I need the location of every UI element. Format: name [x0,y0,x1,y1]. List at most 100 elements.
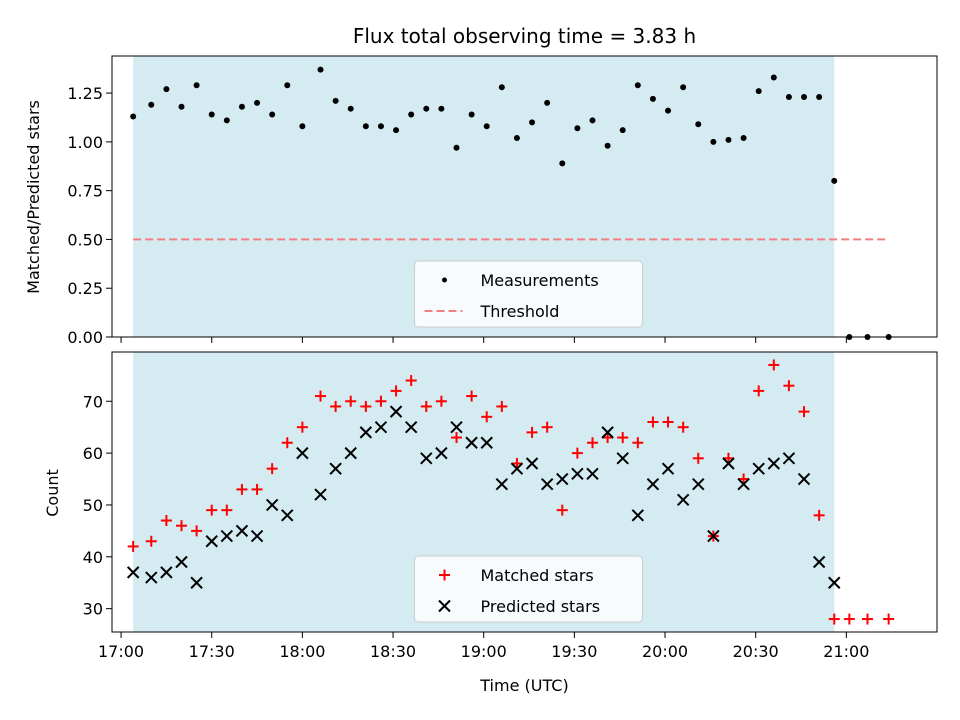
data-point [468,111,475,118]
y-tick-label: 70 [83,392,103,411]
data-point [619,127,626,134]
data-point [812,555,826,569]
data-point [740,134,747,141]
y-tick-label: 1.25 [67,84,103,103]
data-point [405,375,417,387]
data-point [680,84,687,91]
axes-frame [111,351,938,633]
data-point [617,432,629,444]
data-point [647,416,659,428]
data-point [175,555,188,569]
data-point [145,535,157,547]
legend-entry: Matched stars [439,566,594,585]
legend-marker [442,277,447,283]
legend-marker [439,569,450,581]
data-point [831,177,838,184]
data-point [453,144,460,151]
data-point [601,426,614,439]
data-point [813,509,825,521]
data-point [178,103,185,110]
series-predicted-stars [126,405,841,589]
legend: Matched stars Predicted stars [414,555,643,623]
data-point [631,509,645,522]
bottom-y-axis-label: Count [43,469,62,517]
y-tick-label: 0.00 [67,328,103,347]
data-point [254,99,261,106]
data-point [332,97,339,104]
data-point [130,113,137,120]
data-point [345,395,357,407]
data-point [725,136,732,143]
y-ticks: 30 40 50 60 70 [83,392,112,619]
data-point [266,463,278,475]
data-point [768,359,780,371]
data-point [676,493,690,506]
data-point [816,93,823,100]
data-point [127,540,139,552]
data-point [785,93,792,100]
data-point [281,437,293,449]
data-point [695,121,702,128]
data-point [329,462,342,475]
data-point [359,426,373,439]
data-point [296,446,309,460]
data-point [238,103,245,110]
data-point [544,99,551,106]
data-point [665,107,672,114]
data-point [190,576,203,589]
y-tick-label: 50 [83,496,103,515]
data-point [828,576,841,589]
data-point [191,525,203,537]
x-tick-label: 18:30 [370,642,416,661]
data-point [498,84,505,91]
data-point [738,473,750,485]
data-point [602,432,614,444]
data-point [770,74,777,81]
legend-marker [438,599,451,613]
x-tick-label: 20:00 [642,642,688,661]
data-point [347,105,354,112]
data-point [480,436,493,449]
top-y-axis-label: Matched/Predicted stars [24,100,43,294]
data-point [220,529,234,543]
data-point [251,483,263,495]
data-point [160,515,172,527]
legend-label: Measurements [481,271,599,290]
data-point [284,82,291,89]
data-point [420,452,433,465]
data-point [525,457,539,470]
data-point [375,395,387,407]
data-point [163,86,170,93]
data-point [526,426,538,438]
data-point [451,432,463,444]
x-tick-label: 17:30 [189,642,235,661]
data-point [513,134,520,141]
x-tick-label: 19:30 [551,642,597,661]
data-point [236,483,248,495]
data-point [797,472,811,486]
data-point [126,566,140,579]
data-point [438,105,445,112]
data-point [692,478,705,491]
data-point [604,142,611,149]
y-ticks: 0.00 0.25 0.50 0.75 1.00 1.25 [67,84,112,347]
data-point [317,66,324,73]
x-tick-label: 20:30 [733,642,779,661]
data-point [755,88,762,95]
data-point [193,82,200,89]
x-tick-label: 19:00 [461,642,507,661]
data-point [510,462,524,475]
y-tick-label: 0.50 [67,230,103,249]
data-point [408,111,415,118]
legend-label: Matched stars [481,566,594,585]
legend-label: Threshold [480,302,560,321]
y-tick-label: 40 [83,548,103,567]
data-point [330,400,342,412]
data-point [208,111,215,118]
data-point [646,478,660,491]
data-point [269,111,276,118]
data-point [556,504,568,516]
data-point [661,462,675,475]
data-point [435,446,448,460]
data-point [483,123,490,130]
